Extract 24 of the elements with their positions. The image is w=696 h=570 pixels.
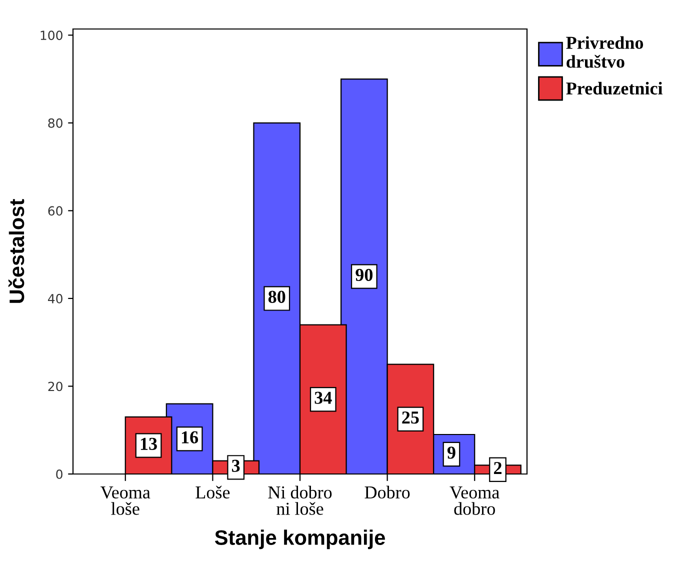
x-tick-label: Ni dobro ni loše <box>268 486 332 515</box>
data-label: 80 <box>268 290 286 303</box>
data-label: 90 <box>356 268 373 282</box>
y-axis-title: Učestalost <box>8 199 24 303</box>
y-tick-label: 100 <box>40 30 62 40</box>
y-tick-label: 0 <box>56 469 62 479</box>
x-tick-label: Veoma loše <box>100 486 150 515</box>
x-tick-label: Loše <box>196 486 230 499</box>
data-label: 34 <box>314 392 332 404</box>
x-tick-label: Veoma dobro <box>450 486 500 515</box>
data-label: 3 <box>232 460 240 472</box>
data-label: 13 <box>140 438 157 450</box>
legend-label: Preduzetnici <box>566 82 663 95</box>
legend-label: Privredno društvo <box>566 36 644 68</box>
data-label: 16 <box>182 431 198 444</box>
x-tick-label: Dobro <box>364 486 410 499</box>
x-axis-title: Stanje kompanije <box>214 530 385 550</box>
data-label: 25 <box>402 412 419 424</box>
data-label: 9 <box>447 446 456 459</box>
y-tick-label: 40 <box>48 294 62 304</box>
y-tick-label: 20 <box>48 382 62 392</box>
y-tick-label: 80 <box>48 118 62 128</box>
data-label: 2 <box>494 462 502 474</box>
y-tick-label: 60 <box>48 206 62 216</box>
